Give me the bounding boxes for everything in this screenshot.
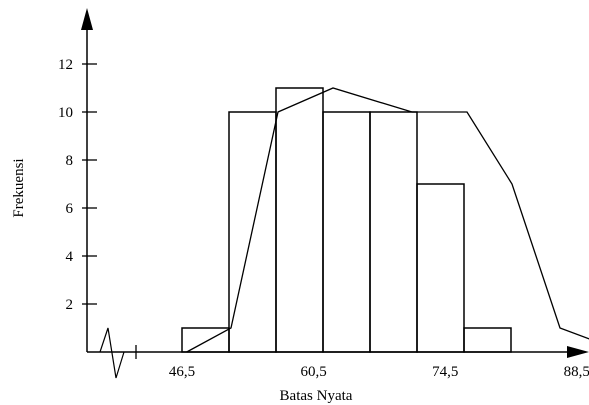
x-tick-label: 60,5	[300, 364, 326, 380]
histogram-bar	[463, 327, 512, 353]
axis-break-marker	[99, 327, 125, 379]
x-ticks: 46,560,574,588,5102,5	[135, 345, 589, 380]
x-tick-label: 88,5	[564, 364, 589, 380]
axes	[81, 8, 589, 379]
x-axis-arrow	[567, 346, 589, 358]
y-axis-arrow	[81, 8, 93, 30]
y-ticks: 2 4 6 8 10 12	[58, 57, 97, 313]
histogram-bar	[416, 183, 465, 353]
y-tick-label: 2	[66, 297, 74, 313]
histogram-bar	[275, 87, 324, 353]
x-tick-label: 74,5	[432, 364, 458, 380]
frequency-polygon	[186, 87, 589, 353]
histogram-bar	[322, 111, 371, 353]
y-axis-title: Frekuensi	[11, 158, 27, 217]
y-tick-label: 10	[58, 105, 73, 121]
y-tick-label: 12	[58, 57, 73, 73]
x-axis-title: Batas Nyata	[280, 388, 353, 404]
y-tick-label: 4	[66, 249, 74, 265]
x-tick-label: 46,5	[169, 364, 195, 380]
frequency-polygon-layer	[186, 87, 589, 353]
y-tick-label: 6	[66, 201, 74, 217]
histogram-bars	[181, 87, 512, 353]
y-tick-label: 8	[66, 153, 74, 169]
histogram-bar	[181, 327, 230, 353]
histogram-bar	[369, 111, 418, 353]
